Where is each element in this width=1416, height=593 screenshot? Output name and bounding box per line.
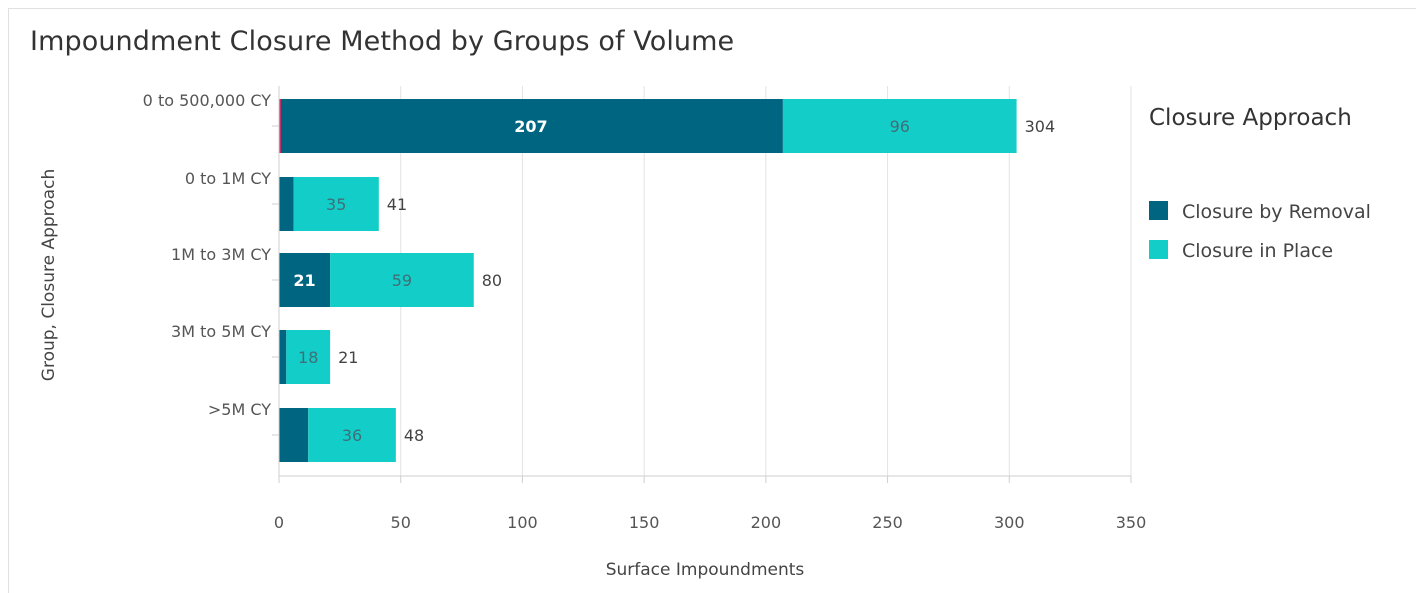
y-axis-title: Group, Closure Approach — [39, 169, 59, 381]
bar-segment-in-place[interactable] — [782, 99, 1017, 153]
bar-segment-removal[interactable] — [279, 177, 294, 231]
y-category-label: 0 to 1M CY — [185, 169, 271, 188]
legend-swatch-removal — [1149, 201, 1168, 220]
bar-segment-removal[interactable] — [279, 253, 331, 307]
legend-title: Closure Approach — [1149, 105, 1352, 131]
chart-title: Impoundment Closure Method by Groups of … — [30, 26, 735, 57]
legend: Closure Approach Closure by Removal Closu… — [1149, 105, 1371, 262]
bar-segment-in-place[interactable] — [286, 330, 331, 384]
bar-segment-removal[interactable] — [279, 99, 783, 153]
y-axis: 0 to 500,000 CY 0 to 1M CY 1M to 3M CY 3M t… — [143, 86, 280, 476]
bars — [279, 99, 1017, 462]
bar-segment-in-place[interactable] — [308, 408, 396, 462]
x-tick-label: 250 — [872, 513, 903, 532]
segment-value-label: 21 — [293, 271, 315, 290]
segment-value-label: 59 — [392, 271, 412, 290]
segment-value-label: 18 — [298, 348, 318, 367]
x-tick-label: 350 — [1116, 513, 1147, 532]
x-tick-label: 200 — [751, 513, 782, 532]
segment-value-label: 35 — [326, 195, 346, 214]
bar-segment-removal[interactable] — [279, 408, 309, 462]
legend-swatch-in-place — [1149, 240, 1168, 259]
segment-value-label: 207 — [514, 117, 547, 136]
x-tick-label: 300 — [994, 513, 1025, 532]
total-value-label: 21 — [338, 348, 358, 367]
bar-segment-removal[interactable] — [279, 330, 287, 384]
total-value-label: 48 — [404, 426, 424, 445]
total-value-label: 304 — [1025, 117, 1056, 136]
x-tick-label: 0 — [274, 513, 284, 532]
y-category-label: 3M to 5M CY — [171, 322, 271, 341]
x-axis: 0 50 100 150 200 250 300 350 — [274, 475, 1147, 532]
x-axis-title: Surface Impoundments — [606, 560, 805, 580]
total-value-label: 80 — [482, 271, 502, 290]
y-category-label: >5M CY — [208, 400, 271, 419]
bar-sliver — [279, 99, 281, 153]
bar-segment-in-place[interactable] — [330, 253, 474, 307]
total-value-label: 41 — [387, 195, 407, 214]
x-tick-label: 150 — [629, 513, 660, 532]
segment-value-label: 36 — [342, 426, 362, 445]
y-category-label: 1M to 3M CY — [171, 245, 271, 264]
y-category-label: 0 to 500,000 CY — [143, 91, 272, 110]
legend-entry-label[interactable]: Closure in Place — [1182, 240, 1333, 262]
bar-segment-in-place[interactable] — [293, 177, 379, 231]
legend-entry-label[interactable]: Closure by Removal — [1182, 201, 1371, 223]
segment-value-label: 96 — [890, 117, 910, 136]
data-labels: 207 96 304 35 41 21 59 80 18 21 36 48 — [293, 117, 1055, 445]
x-tick-label: 100 — [507, 513, 538, 532]
x-tick-label: 50 — [391, 513, 411, 532]
